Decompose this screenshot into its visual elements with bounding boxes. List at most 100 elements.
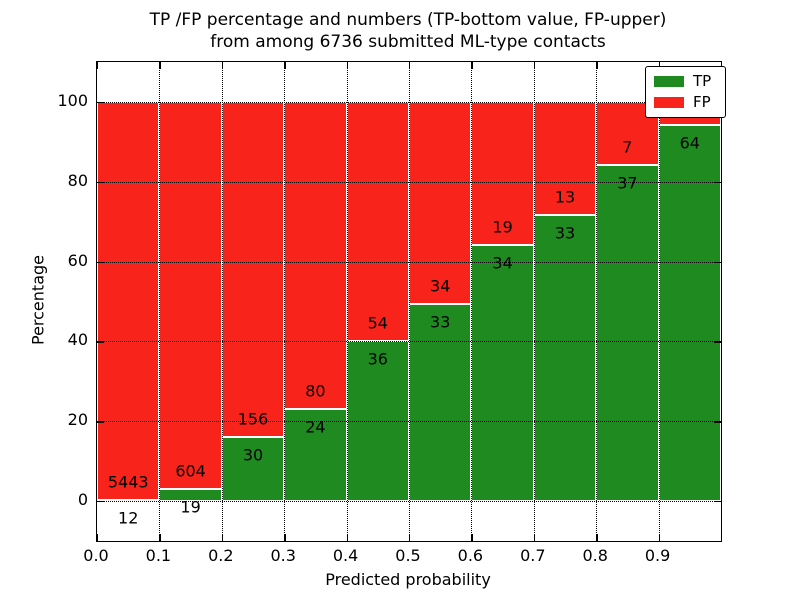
bar-segment-tp [596, 165, 659, 502]
x-tick-label: 0.9 [644, 546, 671, 565]
x-tick-mark [533, 534, 536, 541]
y-tick-mark [97, 501, 104, 503]
fp-count-label: 5443 [107, 472, 149, 492]
fp-count-label: 156 [237, 409, 269, 429]
tp-count-label: 19 [180, 497, 201, 517]
tp-count-label: 33 [554, 223, 576, 243]
fp-count-label: 54 [367, 313, 388, 333]
plot-area: 5443126041915630802454363433193413337374… [96, 61, 726, 542]
x-gridline [409, 62, 410, 541]
tp-count-label: 33 [430, 312, 451, 332]
x-tick-mark-top [533, 62, 536, 69]
tp-count-label: 36 [367, 349, 388, 369]
x-tick-label: 0.5 [395, 546, 421, 565]
tp-count-label: 24 [305, 417, 326, 437]
x-gridline [221, 62, 223, 541]
fp-count-label: 19 [492, 217, 513, 237]
x-tick-mark-top [159, 62, 161, 69]
y-tick-label: 0 [77, 490, 88, 510]
tp-count-label: 37 [617, 173, 638, 193]
fp-count-label: 80 [305, 381, 326, 401]
fp-count-label: 13 [554, 187, 576, 207]
bar-segment-tp [533, 214, 597, 502]
y-gridline [97, 501, 721, 503]
legend-item-tp: TP [654, 73, 718, 90]
x-gridline [658, 62, 660, 541]
legend-label-fp: FP [693, 93, 711, 111]
y-tick-label: 80 [67, 170, 88, 190]
x-tick-label: 0.8 [582, 546, 608, 565]
y-tick-label: 60 [67, 250, 88, 270]
bar-segment-tp [658, 125, 721, 502]
x-tick-label: 0.3 [270, 546, 296, 565]
x-tick-label: 0.7 [520, 546, 546, 565]
y-tick-mark [97, 261, 104, 263]
x-tick-mark-top [221, 62, 224, 69]
y-tick-label: 100 [57, 90, 88, 110]
x-tick-mark-top [346, 62, 348, 69]
x-tick-mark [658, 534, 660, 541]
x-axis-label: Predicted probability [325, 570, 491, 589]
x-gridline [533, 62, 535, 541]
bar-segment-tp [471, 245, 534, 502]
x-tick-mark-top [284, 62, 286, 69]
y-gridline [97, 101, 721, 103]
chart-title-line2: from among 6736 submitted ML-type contac… [210, 32, 606, 52]
tp-count-label: 64 [679, 133, 700, 153]
y-gridline [97, 261, 721, 263]
x-gridline [346, 62, 348, 541]
x-tick-mark-top [409, 62, 411, 69]
x-tick-mark [97, 534, 99, 541]
x-tick-label: 0.0 [83, 546, 109, 565]
fp-count-label: 7 [622, 137, 633, 157]
x-tick-mark [409, 534, 411, 541]
x-tick-mark-top [97, 62, 99, 69]
y-tick-mark-right [714, 181, 721, 184]
fp-count-label: 34 [430, 276, 451, 296]
x-tick-mark-top [596, 62, 598, 69]
bar-segment-fp [471, 101, 534, 245]
y-axis-label: Percentage [28, 254, 48, 346]
y-tick-mark-right [714, 261, 721, 263]
x-tick-mark [284, 534, 286, 541]
y-tick-mark [97, 421, 104, 423]
y-tick-mark-right [714, 341, 721, 343]
y-gridline [97, 421, 721, 423]
x-tick-label: 0.2 [208, 546, 234, 565]
x-tick-mark [221, 534, 224, 541]
x-tick-label: 0.1 [145, 546, 172, 565]
bar-segment-fp [221, 101, 285, 437]
bar-segment-tp [409, 304, 472, 502]
y-tick-label: 40 [67, 330, 88, 350]
y-gridline [97, 181, 721, 183]
tp-count-label: 30 [242, 445, 264, 465]
y-tick-mark-right [714, 501, 721, 503]
fp-count-label: 604 [175, 461, 206, 481]
bar-segment-fp [346, 101, 409, 342]
x-tick-mark-top [658, 62, 660, 69]
y-tick-label: 20 [67, 410, 88, 430]
x-tick-mark [596, 534, 598, 541]
bar-segment-fp [409, 101, 472, 305]
y-tick-mark [97, 101, 104, 104]
tp-count-label: 12 [118, 508, 139, 528]
x-gridline [471, 62, 473, 541]
x-tick-mark-top [471, 62, 473, 69]
fp-swatch-icon [654, 97, 684, 108]
x-tick-mark [346, 534, 348, 541]
legend-item-fp: FP [654, 94, 718, 111]
x-tick-mark [159, 534, 161, 541]
y-gridline [97, 341, 721, 343]
legend: TP FP [645, 66, 726, 118]
x-tick-mark [471, 534, 473, 541]
bar-segment-fp [159, 101, 222, 489]
tp-swatch-icon [654, 76, 684, 87]
x-tick-label: 0.4 [332, 546, 359, 565]
x-tick-label: 0.6 [457, 546, 484, 565]
chart-title-line1: TP /FP percentage and numbers (TP-bottom… [149, 10, 667, 30]
x-gridline [159, 62, 161, 541]
y-tick-mark [97, 181, 104, 184]
legend-label-tp: TP [693, 72, 712, 90]
y-tick-mark [97, 341, 104, 343]
